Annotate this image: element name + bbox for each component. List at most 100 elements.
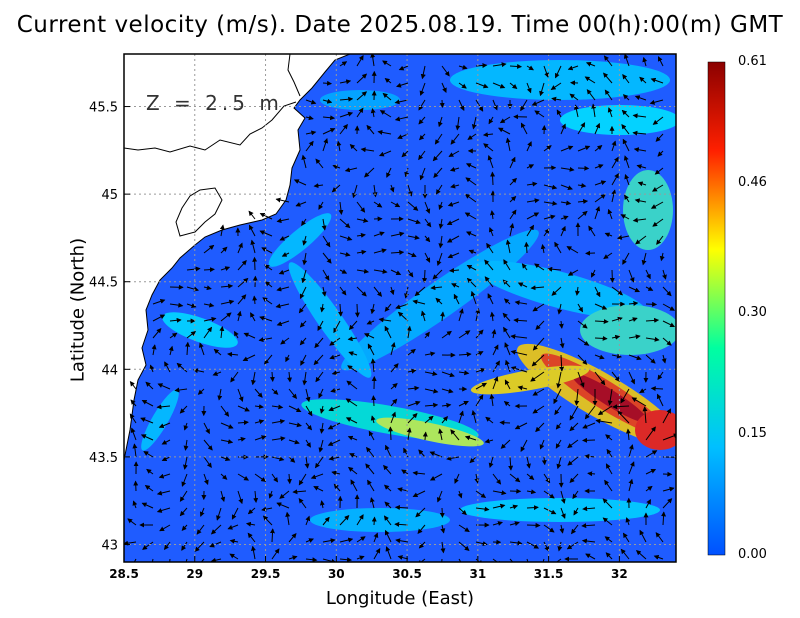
- velocity-arrow: [514, 300, 528, 306]
- velocity-arrow: [264, 264, 273, 271]
- velocity-arrow: [305, 115, 314, 121]
- velocity-arrow: [286, 473, 292, 485]
- velocity-arrow: [157, 383, 171, 390]
- velocity-arrow: [418, 99, 426, 111]
- velocity-arrow: [347, 336, 358, 342]
- velocity-arrow: [569, 93, 579, 101]
- velocity-arrow: [203, 244, 215, 254]
- velocity-arrow: [465, 163, 477, 169]
- velocity-arrow: [389, 184, 395, 193]
- velocity-arrow: [662, 286, 672, 297]
- velocity-arrow: [607, 107, 613, 118]
- velocity-arrow: [419, 167, 426, 181]
- velocity-arrow: [553, 388, 562, 405]
- velocity-arrow: [378, 317, 392, 323]
- velocity-arrow: [368, 430, 375, 441]
- velocity-arrow: [305, 439, 311, 448]
- velocity-arrow: [373, 269, 388, 274]
- velocity-arrow: [645, 269, 651, 280]
- y-tick-label: 43.5: [89, 451, 118, 466]
- velocity-arrow: [424, 402, 439, 408]
- velocity-arrow: [220, 473, 228, 480]
- velocity-arrow: [453, 293, 460, 305]
- velocity-arrow: [203, 326, 213, 339]
- velocity-arrow: [220, 422, 234, 429]
- velocity-arrow: [181, 541, 188, 551]
- velocity-arrow: [390, 201, 401, 208]
- velocity-arrow: [237, 420, 249, 426]
- velocity-arrow: [587, 471, 596, 477]
- velocity-arrow: [524, 241, 530, 254]
- velocity-arrow: [458, 410, 464, 424]
- velocity-arrow: [279, 235, 290, 241]
- velocity-arrow: [526, 541, 540, 549]
- colorbar-tick-label: 0.46: [738, 175, 767, 191]
- velocity-arrow: [339, 269, 348, 274]
- velocity-arrow: [457, 490, 463, 499]
- velocity-arrow: [317, 320, 324, 332]
- velocity-arrow: [436, 490, 443, 503]
- velocity-arrow: [504, 342, 511, 356]
- velocity-arrow: [509, 82, 518, 90]
- velocity-arrow: [418, 150, 426, 161]
- velocity-arrow: [271, 548, 280, 560]
- velocity-arrow: [543, 541, 550, 552]
- velocity-arrow: [432, 150, 443, 162]
- velocity-arrow: [179, 490, 188, 502]
- velocity-arrow: [526, 558, 529, 562]
- velocity-arrow: [327, 439, 341, 446]
- velocity-arrow: [305, 422, 313, 431]
- velocity-arrow: [345, 398, 358, 407]
- velocity-arrow: [373, 248, 387, 254]
- velocity-arrow: [347, 435, 358, 441]
- velocity-arrow: [158, 473, 171, 479]
- velocity-arrow: [356, 249, 367, 255]
- velocity-arrow: [447, 252, 460, 259]
- velocity-arrow: [333, 483, 341, 492]
- velocity-arrow: [503, 259, 511, 271]
- velocity-arrow: [237, 242, 243, 254]
- velocity-arrow: [661, 354, 667, 364]
- velocity-arrow: [356, 218, 369, 223]
- velocity-arrow: [662, 320, 676, 328]
- velocity-arrow: [383, 464, 392, 475]
- velocity-arrow: [489, 210, 495, 220]
- velocity-arrow: [271, 404, 284, 410]
- colorbar: [707, 61, 726, 556]
- velocity-arrow: [152, 298, 166, 305]
- velocity-arrow: [520, 439, 528, 453]
- velocity-arrow: [594, 194, 606, 203]
- velocity-arrow: [624, 194, 630, 203]
- velocity-arrow: [271, 456, 285, 462]
- velocity-arrow: [450, 183, 460, 189]
- velocity-arrow: [606, 448, 613, 458]
- velocity-arrow: [539, 82, 545, 97]
- velocity-arrow: [475, 329, 484, 339]
- velocity-arrow: [539, 439, 545, 450]
- velocity-arrow: [347, 466, 358, 475]
- velocity-arrow: [397, 555, 409, 560]
- velocity-arrow: [634, 95, 647, 101]
- velocity-arrow: [339, 96, 354, 102]
- velocity-arrow: [404, 167, 410, 178]
- velocity-arrow: [454, 473, 460, 484]
- velocity-arrow: [231, 507, 239, 520]
- velocity-arrow: [363, 333, 375, 339]
- velocity-arrow: [339, 251, 351, 257]
- velocity-arrow: [234, 330, 239, 339]
- velocity-arrow: [379, 110, 392, 118]
- velocity-arrow: [397, 133, 409, 139]
- velocity-arrow: [229, 538, 239, 544]
- velocity-arrow: [503, 298, 511, 305]
- velocity-arrow: [407, 234, 420, 240]
- velocity-arrow: [492, 376, 499, 390]
- velocity-arrow: [424, 415, 434, 424]
- velocity-arrow: [455, 116, 461, 131]
- velocity-arrow: [577, 145, 591, 152]
- velocity-arrow: [484, 438, 494, 444]
- velocity-arrow: [412, 470, 426, 476]
- velocity-arrow: [250, 312, 256, 322]
- velocity-arrow: [394, 116, 409, 122]
- velocity-arrow: [339, 235, 353, 241]
- velocity-arrow: [350, 479, 358, 492]
